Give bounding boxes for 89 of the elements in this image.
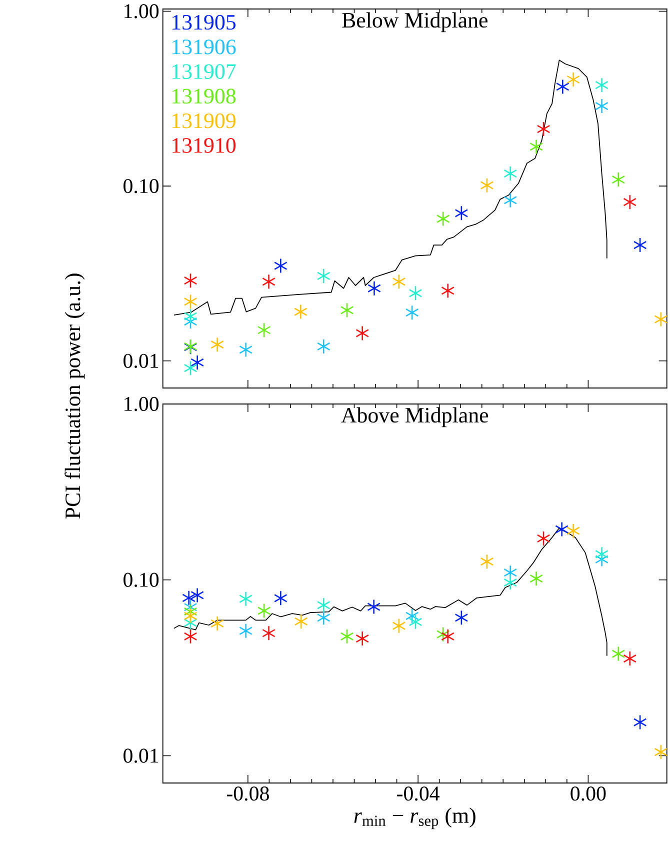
y-tick-label: 0.10 — [124, 178, 159, 194]
point — [184, 608, 198, 624]
text: 131907 — [172, 64, 236, 79]
line-series — [174, 528, 608, 656]
point — [356, 326, 370, 341]
point — [316, 598, 330, 613]
x-tick-label: -0.04 — [397, 786, 440, 801]
point — [566, 72, 580, 88]
point — [441, 628, 455, 644]
point — [356, 630, 370, 646]
point — [566, 523, 580, 539]
point — [555, 522, 569, 537]
y-tick-label: 0.01 — [124, 354, 158, 368]
text: 131906 — [172, 40, 236, 54]
text: 131910 — [172, 138, 236, 153]
point — [316, 268, 330, 284]
point — [184, 308, 198, 324]
point — [262, 625, 276, 641]
point — [190, 588, 204, 603]
line-series — [174, 60, 608, 316]
point — [436, 211, 450, 226]
point — [294, 304, 308, 320]
point — [210, 616, 224, 632]
point — [182, 590, 196, 606]
point — [536, 530, 550, 546]
x-tick-label: 0.00 — [570, 786, 606, 801]
point — [392, 618, 406, 634]
point — [184, 294, 198, 310]
point — [441, 283, 455, 298]
point — [556, 79, 570, 94]
point — [633, 714, 647, 730]
x-tick-label: -0.08 — [226, 786, 269, 801]
point — [536, 121, 550, 137]
point — [316, 610, 330, 626]
point — [210, 336, 224, 352]
y-tick-label: 0.10 — [124, 572, 159, 587]
point — [504, 166, 518, 182]
y-axis-title: PCI fluctuation power (a.u.) — [64, 274, 85, 519]
x-axis-title: r$_{min}$ − r$_{sep}$ (m) — [354, 808, 476, 830]
point — [190, 354, 204, 370]
point — [408, 614, 422, 630]
point — [184, 628, 198, 644]
point — [316, 338, 330, 354]
point — [595, 546, 609, 562]
point — [184, 360, 198, 376]
point — [595, 77, 609, 93]
chart-title: Below Midplane — [342, 12, 488, 32]
point — [504, 192, 518, 208]
point — [184, 272, 198, 288]
point — [257, 322, 271, 338]
point — [612, 172, 626, 188]
point — [504, 574, 518, 590]
point — [239, 591, 253, 607]
point — [595, 98, 609, 114]
point — [239, 623, 253, 639]
point — [274, 590, 288, 606]
point — [454, 610, 468, 626]
point — [274, 258, 288, 274]
y-tick-label: 1.00 — [124, 396, 159, 412]
point — [294, 614, 308, 630]
text: 131908 — [172, 88, 236, 104]
point — [530, 570, 544, 586]
point — [405, 608, 419, 624]
point — [368, 280, 382, 296]
point — [340, 302, 354, 318]
point — [405, 304, 419, 320]
point — [530, 139, 544, 154]
chart-title: Above Midplane — [341, 407, 488, 428]
point — [262, 274, 276, 290]
point — [623, 650, 637, 666]
point — [340, 628, 354, 644]
y-tick-label: 0.01 — [124, 748, 158, 763]
point — [612, 646, 626, 662]
point — [654, 744, 668, 760]
point — [480, 554, 494, 570]
point — [408, 286, 422, 301]
text: 131909 — [172, 113, 236, 128]
point — [480, 178, 494, 193]
point — [623, 194, 637, 210]
point — [633, 237, 647, 253]
point — [392, 274, 406, 290]
text: 131905 — [172, 14, 236, 30]
point — [654, 312, 668, 327]
point — [454, 206, 468, 221]
point — [257, 603, 271, 618]
point — [436, 626, 450, 642]
point — [239, 342, 253, 358]
point — [367, 599, 381, 614]
y-tick-label: 1.00 — [124, 4, 159, 18]
